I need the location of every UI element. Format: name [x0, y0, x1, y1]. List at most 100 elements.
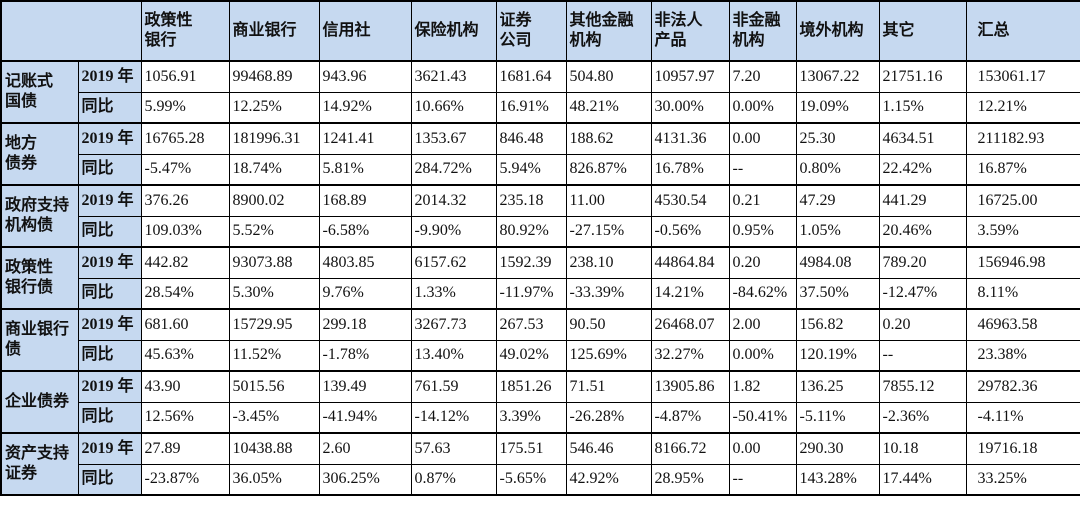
value-cell: 71.51 [565, 370, 652, 403]
value-cell: 99468.89 [228, 60, 320, 93]
column-header: 保险机构 [410, 0, 497, 62]
value-cell: 18.74% [228, 153, 320, 186]
value-cell: 5.81% [318, 153, 412, 186]
value-cell: 8.11% [965, 277, 1080, 310]
value-cell: 0.20 [878, 308, 967, 341]
row-label-cell: 商业银行 债 [0, 308, 79, 372]
value-cell: 46963.58 [965, 308, 1080, 341]
value-cell: 789.20 [878, 246, 967, 279]
value-cell: 235.18 [495, 184, 567, 217]
value-cell: 0.00% [728, 91, 797, 124]
value-cell: 26468.07 [650, 308, 730, 341]
value-cell: 80.92% [495, 215, 567, 248]
value-cell: 36.05% [228, 463, 320, 496]
value-cell: -5.47% [140, 153, 230, 186]
value-cell: -14.12% [410, 401, 497, 434]
value-cell: 12.21% [965, 91, 1080, 124]
value-cell: 16.87% [965, 153, 1080, 186]
value-cell: 3.59% [965, 215, 1080, 248]
value-cell: 1241.41 [318, 122, 412, 155]
value-cell: 5.99% [140, 91, 230, 124]
value-cell: 0.87% [410, 463, 497, 496]
value-cell: -- [728, 153, 797, 186]
value-cell: 49.02% [495, 339, 567, 372]
value-cell: 25.30 [795, 122, 880, 155]
value-cell: 442.82 [140, 246, 230, 279]
value-cell: 139.49 [318, 370, 412, 403]
year-cell: 2019 年 [77, 246, 142, 279]
value-cell: 13905.86 [650, 370, 730, 403]
table-row: 同比 45.63% 11.52% -1.78% 13.40% 49.02% 125.69% 3… [1, 339, 1080, 372]
value-cell: -0.56% [650, 215, 730, 248]
value-cell: 4634.51 [878, 122, 967, 155]
year-cell: 2019 年 [77, 432, 142, 465]
value-cell: 1.05% [795, 215, 880, 248]
value-cell: 45.63% [140, 339, 230, 372]
value-cell: -9.90% [410, 215, 497, 248]
value-cell: -23.87% [140, 463, 230, 496]
value-cell: 33.25% [965, 463, 1080, 496]
value-cell: -33.39% [565, 277, 652, 310]
value-cell: 23.38% [965, 339, 1080, 372]
row-label-cell: 政策性 银行债 [0, 246, 79, 310]
table-header: 政策性 银行 商业银行 信用社 保险机构 证券 公司 其他金融 机构 非法人 产品 非金融 机… [0, 0, 1080, 62]
value-cell: 14.92% [318, 91, 412, 124]
yoy-cell: 同比 [77, 153, 142, 186]
column-header: 境外机构 [795, 0, 880, 62]
yoy-cell: 同比 [77, 463, 142, 496]
value-cell: 2.60 [318, 432, 412, 465]
value-cell: 10.66% [410, 91, 497, 124]
value-cell: 168.89 [318, 184, 412, 217]
value-cell: 681.60 [140, 308, 230, 341]
value-cell: 12.56% [140, 401, 230, 434]
value-cell: 17.44% [878, 463, 967, 496]
value-cell: 136.25 [795, 370, 880, 403]
value-cell: 48.21% [565, 91, 652, 124]
value-cell: 0.80% [795, 153, 880, 186]
value-cell: 4803.85 [318, 246, 412, 279]
value-cell: 44864.84 [650, 246, 730, 279]
value-cell: 1.82 [728, 370, 797, 403]
table-row: 同比 109.03% 5.52% -6.58% -9.90% 80.92% -27.15% -… [1, 215, 1080, 248]
value-cell: 267.53 [495, 308, 567, 341]
value-cell: 1.15% [878, 91, 967, 124]
corner-cell [0, 0, 142, 62]
value-cell: 156.82 [795, 308, 880, 341]
value-cell: 16.91% [495, 91, 567, 124]
value-cell: 5015.56 [228, 370, 320, 403]
bond-holdings-table: 政策性 银行 商业银行 信用社 保险机构 证券 公司 其他金融 机构 非法人 产品 非金融 机… [0, 0, 1080, 496]
value-cell: 7855.12 [878, 370, 967, 403]
value-cell: 8900.02 [228, 184, 320, 217]
value-cell: 21751.16 [878, 60, 967, 93]
column-header: 证券 公司 [495, 0, 567, 62]
value-cell: 284.72% [410, 153, 497, 186]
value-cell: 5.94% [495, 153, 567, 186]
value-cell: 9.76% [318, 277, 412, 310]
value-cell: -5.65% [495, 463, 567, 496]
value-cell: 2.00 [728, 308, 797, 341]
value-cell: 504.80 [565, 60, 652, 93]
value-cell: 93073.88 [228, 246, 320, 279]
table-row: 同比 5.99% 12.25% 14.92% 10.66% 16.91% 48.21% 30.… [1, 91, 1080, 124]
yoy-cell: 同比 [77, 215, 142, 248]
column-header: 其它 [878, 0, 967, 62]
value-cell: 5.30% [228, 277, 320, 310]
year-cell: 2019 年 [77, 122, 142, 155]
value-cell: -50.41% [728, 401, 797, 434]
value-cell: 29782.36 [965, 370, 1080, 403]
value-cell: 30.00% [650, 91, 730, 124]
row-label-cell: 政府支持 机构债 [0, 184, 79, 248]
value-cell: 13.40% [410, 339, 497, 372]
value-cell: -- [728, 463, 797, 496]
value-cell: -84.62% [728, 277, 797, 310]
value-cell: 188.62 [565, 122, 652, 155]
value-cell: 20.46% [878, 215, 967, 248]
column-header: 商业银行 [228, 0, 320, 62]
year-cell: 2019 年 [77, 60, 142, 93]
table-body: 记账式 国债 2019 年 1056.91 99468.89 943.96 3621.43… [0, 60, 1080, 496]
table-row: 同比 28.54% 5.30% 9.76% 1.33% -11.97% -33.39% 14.… [1, 277, 1080, 310]
value-cell: 15729.95 [228, 308, 320, 341]
value-cell: 153061.17 [965, 60, 1080, 93]
value-cell: 10957.97 [650, 60, 730, 93]
yoy-cell: 同比 [77, 339, 142, 372]
